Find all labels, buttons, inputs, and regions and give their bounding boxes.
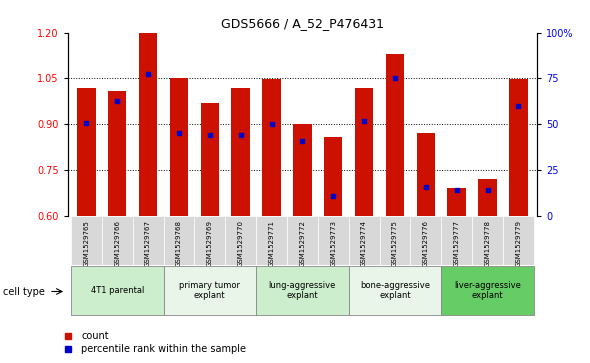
Bar (201, 103, 219, 216)
Text: GSM1529768: GSM1529768 (176, 220, 182, 267)
Bar (503, 216, 534, 265)
Text: GSM1529778: GSM1529778 (484, 220, 490, 267)
Bar (139, 33, 158, 216)
Bar (263, 79, 281, 216)
Bar (133, 216, 163, 265)
Text: GSM1529771: GSM1529771 (268, 220, 274, 267)
Text: GSM1529775: GSM1529775 (392, 220, 398, 267)
Text: 4T1 parental: 4T1 parental (90, 286, 144, 295)
Bar (163, 266, 256, 315)
Bar (256, 266, 349, 315)
Bar (349, 266, 441, 315)
Bar (478, 179, 497, 216)
Text: primary tumor
explant: primary tumor explant (179, 281, 240, 300)
Text: GSM1529773: GSM1529773 (330, 220, 336, 267)
Bar (386, 54, 404, 216)
Bar (441, 266, 534, 315)
Text: lung-aggressive
explant: lung-aggressive explant (268, 281, 336, 300)
Text: GSM1529777: GSM1529777 (454, 220, 460, 267)
Text: GSM1529772: GSM1529772 (299, 220, 306, 267)
Bar (77, 87, 96, 216)
Text: GSM1529767: GSM1529767 (145, 220, 151, 267)
Text: percentile rank within the sample: percentile rank within the sample (81, 344, 247, 354)
Text: GSM1529774: GSM1529774 (361, 220, 367, 267)
Bar (355, 87, 373, 216)
Bar (324, 136, 342, 216)
Bar (379, 216, 411, 265)
Text: count: count (81, 331, 109, 341)
Text: GSM1529766: GSM1529766 (114, 220, 120, 267)
Bar (102, 216, 133, 265)
Text: liver-aggressive
explant: liver-aggressive explant (454, 281, 521, 300)
Title: GDS5666 / A_52_P476431: GDS5666 / A_52_P476431 (221, 17, 384, 30)
Bar (441, 216, 472, 265)
Bar (71, 266, 163, 315)
Text: GSM1529765: GSM1529765 (83, 220, 89, 267)
Bar (417, 134, 435, 216)
Bar (163, 216, 194, 265)
Bar (231, 87, 250, 216)
Bar (472, 216, 503, 265)
Bar (194, 216, 225, 265)
Bar (509, 79, 527, 216)
Bar (447, 188, 466, 216)
Bar (71, 216, 102, 265)
Text: GSM1529776: GSM1529776 (423, 220, 429, 267)
Text: bone-aggressive
explant: bone-aggressive explant (360, 281, 430, 300)
Bar (256, 216, 287, 265)
Text: GSM1529769: GSM1529769 (207, 220, 213, 267)
Bar (411, 216, 441, 265)
Bar (318, 216, 349, 265)
Bar (349, 216, 379, 265)
Bar (293, 124, 312, 216)
Bar (170, 78, 188, 216)
Bar (287, 216, 318, 265)
Text: GSM1529770: GSM1529770 (238, 220, 244, 267)
Text: cell type: cell type (3, 287, 45, 297)
Text: GSM1529779: GSM1529779 (516, 220, 522, 267)
Bar (108, 91, 126, 216)
Bar (225, 216, 256, 265)
